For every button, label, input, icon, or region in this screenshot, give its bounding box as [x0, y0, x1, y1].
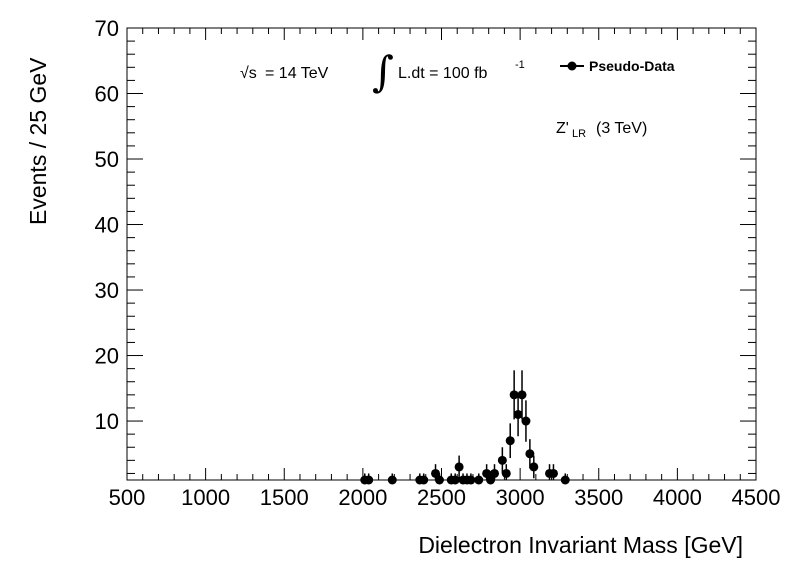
data-point	[521, 416, 531, 426]
y-axis-title: Events / 25 GeV	[25, 57, 51, 225]
x-tick-label: 3000	[496, 485, 545, 510]
data-point	[364, 475, 374, 485]
y-tick-label: 50	[95, 147, 119, 172]
data-point	[525, 449, 535, 459]
y-tick-label: 60	[95, 82, 119, 107]
model-annotation: Z' LR (3 TeV)	[556, 120, 647, 140]
x-tick-label: 4000	[653, 485, 702, 510]
x-tick-label: 4500	[732, 485, 781, 510]
legend-marker	[567, 61, 577, 71]
data-layer	[360, 370, 570, 485]
y-tick-label: 10	[95, 409, 119, 434]
data-point	[529, 462, 539, 472]
data-point	[466, 475, 476, 485]
x-tick-label: 2000	[338, 485, 387, 510]
data-point	[450, 475, 460, 485]
luminosity-value: L.dt = 100 fb	[398, 65, 488, 82]
data-point	[489, 468, 499, 478]
sqrt-s-label: √s	[240, 65, 257, 82]
data-point	[517, 390, 527, 400]
y-tick-label: 20	[95, 344, 119, 369]
axes-layer: 500 1000 1500 2000 2500 3000 3500 4000 4500 10 20 3…	[95, 16, 781, 510]
data-point	[482, 468, 492, 478]
energy-value: = 14 TeV	[265, 65, 329, 82]
data-point	[434, 475, 444, 485]
data-point	[501, 468, 511, 478]
integral-sign: ∫	[372, 47, 394, 96]
x-tick-label: 3500	[574, 485, 623, 510]
y-tick-label: 30	[95, 278, 119, 303]
data-point	[548, 468, 558, 478]
model-mass: (3 TeV)	[596, 120, 647, 137]
data-point	[505, 436, 515, 446]
data-point	[513, 409, 523, 419]
data-point	[419, 475, 429, 485]
data-point	[454, 462, 464, 472]
y-tick-label: 70	[95, 16, 119, 41]
data-point	[486, 475, 496, 485]
luminosity-exponent: -1	[515, 59, 525, 71]
x-tick-label: 1500	[260, 485, 309, 510]
x-tick-label: 1000	[181, 485, 230, 510]
x-axis-title: Dielectron Invariant Mass [GeV]	[418, 532, 743, 558]
y-tick-label: 40	[95, 213, 119, 238]
model-subscript: LR	[572, 128, 586, 140]
data-point	[497, 455, 507, 465]
data-point	[474, 475, 484, 485]
x-tick-label: 500	[109, 485, 146, 510]
data-point	[431, 468, 441, 478]
x-tick-label: 2500	[417, 485, 466, 510]
legend: Pseudo-Data	[560, 58, 675, 74]
luminosity-annotation: ∫ L.dt = 100 fb -1	[372, 47, 525, 96]
data-point	[387, 475, 397, 485]
data-point	[560, 475, 570, 485]
data-point	[509, 390, 519, 400]
legend-label-pseudo-data: Pseudo-Data	[589, 58, 675, 74]
model-name: Z'	[556, 120, 569, 137]
energy-annotation: √s = 14 TeV	[240, 65, 329, 82]
